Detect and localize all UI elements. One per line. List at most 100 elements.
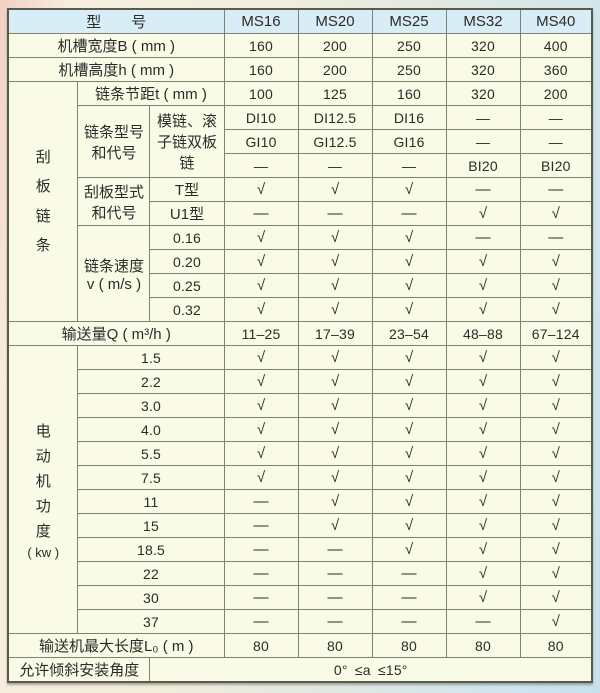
value-cell: 320 (445, 33, 521, 58)
value-cell: — (223, 489, 299, 514)
value-cell: 17–39 (297, 321, 373, 346)
value-cell: GI10 (223, 129, 299, 154)
value-cell: — (297, 153, 373, 178)
value-cell: 80 (223, 633, 299, 658)
row-label-scraper-type: 刮板型式和代号 (77, 177, 151, 226)
row-sublabel-speed-016: 0.16 (149, 225, 225, 250)
value-cell: — (297, 561, 373, 586)
value-cell: √ (519, 513, 593, 538)
value-cell: √ (519, 537, 593, 562)
value-cell: √ (223, 273, 299, 298)
value-cell: √ (445, 393, 521, 418)
scraper-type-row-u1: U1型 — — — √ √ (8, 201, 593, 226)
value-cell: √ (297, 345, 373, 370)
value-cell: √ (445, 345, 521, 370)
value-cell: — (445, 129, 521, 154)
value-cell: — (223, 153, 299, 178)
value-cell: √ (297, 249, 373, 274)
value-cell: — (297, 201, 373, 226)
value-cell: 250 (371, 33, 447, 58)
row-sublabel-chain-model: 模链、滚子链双板链 (149, 105, 225, 178)
row-sublabel-u1-type: U1型 (149, 201, 225, 226)
value-cell: √ (297, 393, 373, 418)
value-cell: √ (223, 177, 299, 202)
value-cell: — (297, 585, 373, 610)
value-cell: √ (371, 441, 447, 466)
motor-power-row-7: 11 — √ √ √ √ (8, 489, 593, 514)
row-sublabel-t-type: T型 (149, 177, 225, 202)
row-label-trough-width: 机槽宽度B ( mm ) (7, 33, 225, 58)
value-cell: √ (371, 537, 447, 562)
value-cell: √ (519, 585, 593, 610)
value-cell: √ (223, 297, 299, 322)
value-cell: 360 (519, 57, 593, 82)
value-cell: — (223, 585, 299, 610)
value-cell: √ (445, 465, 521, 490)
value-cell: √ (371, 513, 447, 538)
scraper-chain-vertical-label: 刮板链条 (35, 149, 51, 254)
value-cell: √ (223, 393, 299, 418)
value-cell: √ (519, 465, 593, 490)
value-cell: 200 (297, 33, 373, 58)
value-cell: √ (519, 345, 593, 370)
value-cell: √ (223, 441, 299, 466)
section-label-scraper-chain: 刮板链条 (7, 81, 79, 322)
value-cell: √ (445, 441, 521, 466)
value-cell: √ (519, 201, 593, 226)
value-cell: — (223, 513, 299, 538)
value-cell: √ (223, 225, 299, 250)
row-label-capacity: 输送量Q ( m³/h ) (7, 321, 225, 346)
trough-width-row: 机槽宽度B ( mm ) 160 200 250 320 400 (7, 33, 593, 58)
value-cell: 320 (445, 81, 521, 106)
row-sublabel-power: 7.5 (77, 465, 225, 490)
value-cell: — (519, 177, 593, 202)
value-cell: — (371, 609, 447, 634)
value-cell: — (371, 561, 447, 586)
value-cell: — (519, 225, 593, 250)
value-cell: √ (519, 297, 593, 322)
value-cell: 250 (371, 57, 447, 82)
value-cell: 80 (519, 633, 593, 658)
value-cell: — (297, 609, 373, 634)
value-cell: √ (519, 417, 593, 442)
value-cell: — (371, 585, 447, 610)
value-cell: √ (371, 417, 447, 442)
value-cell: BI20 (445, 153, 521, 178)
conveyor-spec-table: 型 号 MS16 MS20 MS25 MS32 MS40 机槽宽度B ( mm … (6, 8, 594, 683)
value-cell: √ (519, 273, 593, 298)
value-cell: √ (445, 273, 521, 298)
row-sublabel-power: 4.0 (77, 417, 225, 442)
trough-height-row: 机槽高度h ( mm ) 160 200 250 320 360 (7, 57, 593, 82)
value-cell: 11–25 (223, 321, 299, 346)
motor-power-row-2: 2.2 √ √ √ √ √ (8, 369, 593, 394)
motor-power-row-5: 5.5 √ √ √ √ √ (8, 441, 593, 466)
row-sublabel-speed-020: 0.20 (149, 249, 225, 274)
value-cell: 160 (223, 33, 299, 58)
value-cell: 67–124 (519, 321, 593, 346)
value-cell: √ (371, 177, 447, 202)
motor-power-row-9: 18.5 — — √ √ √ (8, 537, 593, 562)
value-cell: √ (297, 465, 373, 490)
row-sublabel-speed-025: 0.25 (149, 273, 225, 298)
value-cell: √ (223, 345, 299, 370)
value-cell: 125 (297, 81, 373, 106)
value-cell: √ (297, 369, 373, 394)
value-cell: √ (445, 201, 521, 226)
value-cell: √ (445, 369, 521, 394)
value-cell: — (223, 537, 299, 562)
value-cell: — (371, 201, 447, 226)
value-cell: — (223, 609, 299, 634)
motor-power-row-3: 3.0 √ √ √ √ √ (8, 393, 593, 418)
header-row: 型 号 MS16 MS20 MS25 MS32 MS40 (7, 8, 593, 34)
value-cell: √ (519, 369, 593, 394)
row-sublabel-power: 2.2 (77, 369, 225, 394)
row-label-chain-model: 链条型号和代号 (77, 105, 151, 178)
value-cell: √ (297, 417, 373, 442)
value-cell: √ (445, 489, 521, 514)
value-cell: — (445, 177, 521, 202)
value-cell: — (371, 153, 447, 178)
motor-power-row-6: 7.5 √ √ √ √ √ (8, 465, 593, 490)
value-cell: √ (371, 249, 447, 274)
value-cell: 400 (519, 33, 593, 58)
